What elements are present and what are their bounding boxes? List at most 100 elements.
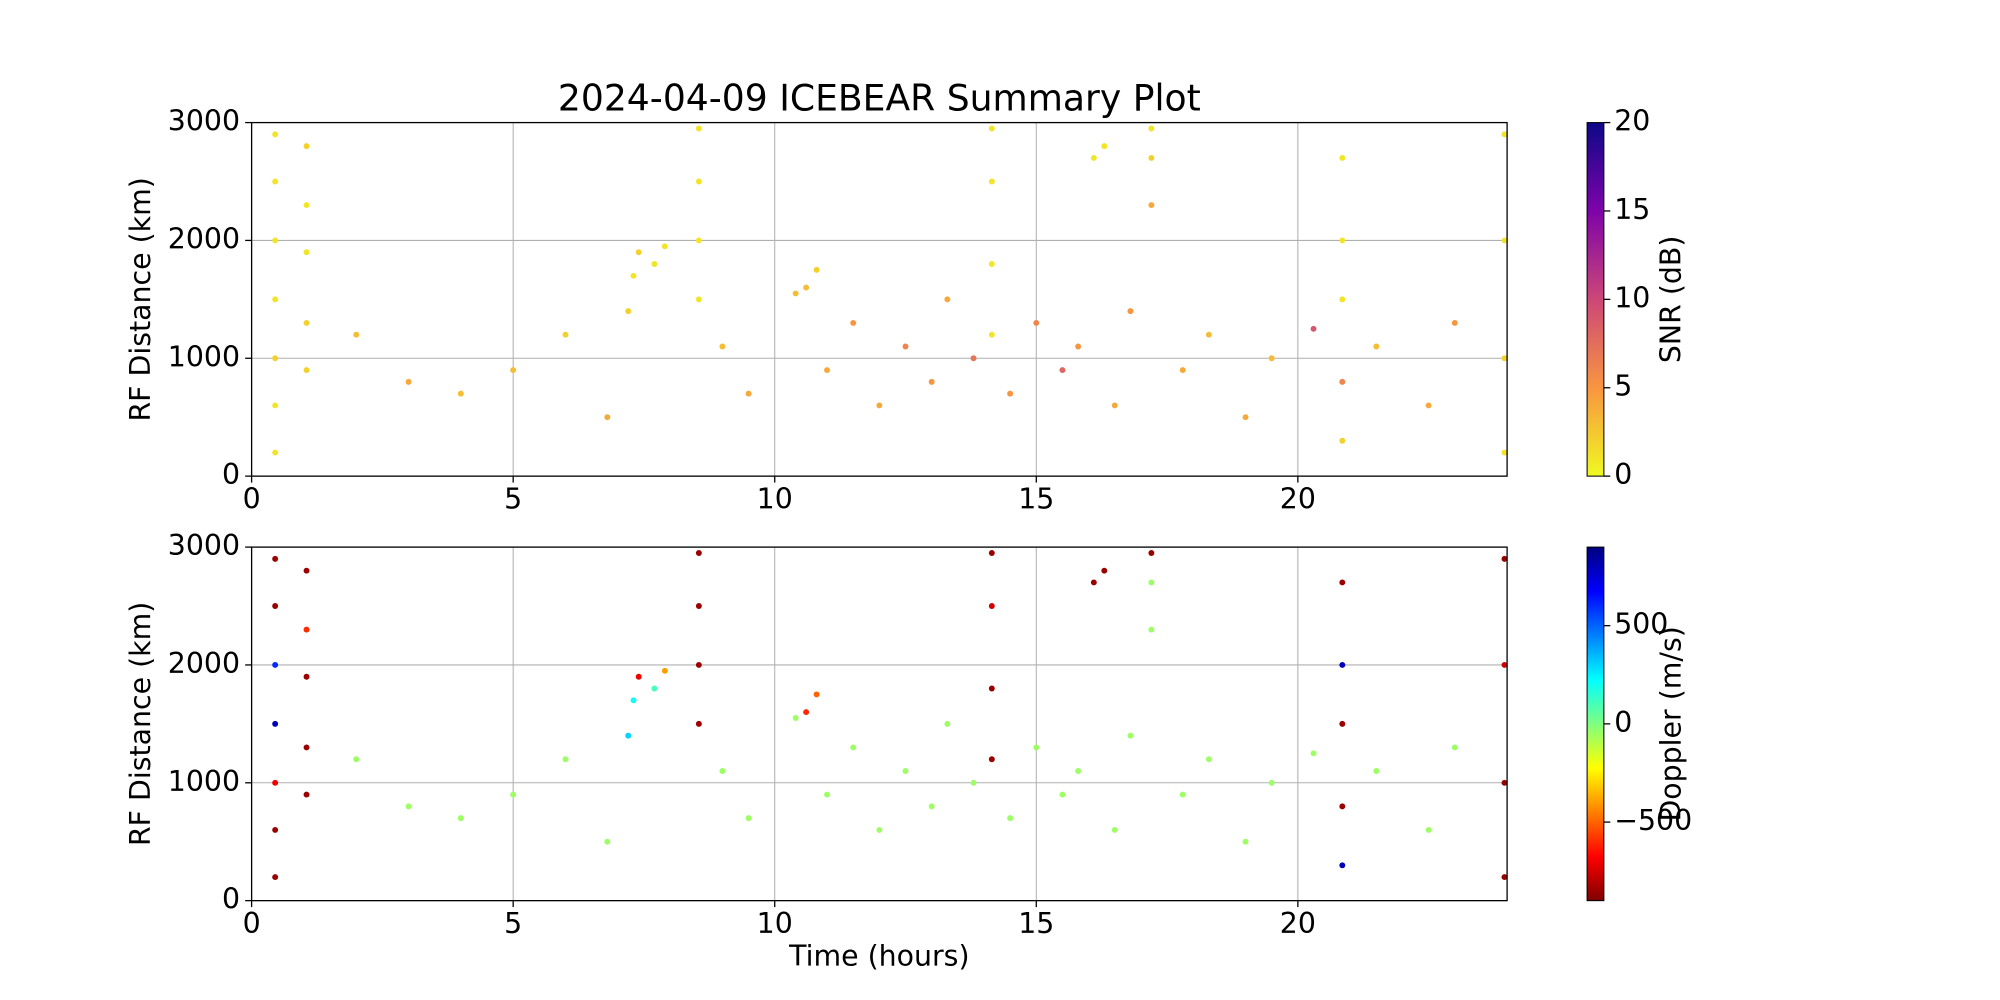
data-point [510,367,517,374]
data-point [272,826,279,833]
y-axis-label: RF Distance (km) [124,602,157,846]
data-point [1033,744,1040,751]
data-point [625,308,632,315]
y-tick-label: 1000 [168,340,240,373]
data-point [988,685,995,692]
data-point [1075,768,1082,774]
y-tick-label: 2000 [168,222,240,255]
data-point [745,815,752,822]
data-point [635,673,642,680]
data-point [1501,779,1508,786]
data-point [944,296,951,303]
data-point [1059,791,1066,798]
colorbar-tick-label: 15 [1614,193,1650,226]
data-point [1425,826,1432,833]
data-point [1501,555,1508,562]
data-point [405,378,412,385]
colorbar-tick-label: 5 [1614,370,1632,403]
data-point [1111,402,1118,409]
colorbar-tick-label: 10 [1614,281,1650,314]
data-point [719,343,726,350]
data-point [719,768,726,774]
data-point [803,284,810,291]
data-point [1111,826,1118,833]
data-point [1339,720,1346,727]
data-point [651,261,658,267]
data-point [272,449,279,456]
data-point [695,296,702,303]
y-tick-label: 0 [222,883,240,916]
data-point [510,791,517,798]
data-point [876,402,883,409]
y-tick-label: 2000 [168,647,240,680]
data-point [1090,579,1097,586]
data-point [661,243,668,250]
data-point [988,125,995,132]
data-point [1339,154,1346,161]
data-point [303,367,310,374]
x-tick-label: 15 [1018,483,1054,516]
data-point [562,331,569,338]
data-point [303,626,310,633]
x-tick-label: 10 [757,907,793,940]
y-tick-label: 1000 [168,765,240,798]
data-point [928,803,935,810]
data-point [850,744,857,751]
data-point [824,791,831,798]
data-point [651,685,658,692]
data-point [272,779,279,786]
data-point [988,178,995,185]
colorbar [1586,546,1605,902]
data-point [1339,579,1346,586]
data-point [1268,355,1275,362]
data-point [635,249,642,256]
data-point [1339,661,1346,668]
data-point [1501,355,1508,362]
x-tick-label: 20 [1280,907,1316,940]
data-point [695,237,702,244]
data-point [1339,437,1346,444]
colorbar-label: Doppler (m/s) [1654,626,1687,821]
data-point [272,874,279,881]
data-point [272,355,279,362]
data-point [988,756,995,763]
data-point [303,143,310,150]
data-point [630,272,637,279]
data-point [303,319,310,326]
data-point [303,202,310,209]
x-tick-label: 5 [504,907,522,940]
data-point [902,343,909,350]
data-point [1205,756,1212,763]
x-tick-label: 0 [243,483,261,516]
data-point [988,331,995,338]
data-point [272,603,279,609]
data-point [562,756,569,763]
data-point [1148,125,1155,132]
data-point [1310,750,1317,757]
data-point [813,266,820,273]
data-point [1425,402,1432,409]
data-point [630,697,637,704]
data-point [272,178,279,185]
data-point [272,296,279,303]
data-point [1501,874,1508,881]
data-point [1339,862,1346,869]
data-point [1451,744,1458,751]
data-point [988,261,995,267]
data-point [1148,202,1155,209]
data-point [1339,296,1346,303]
colorbar-tick-label: 500 [1614,608,1668,641]
data-point [625,732,632,739]
data-point [695,125,702,132]
data-point [272,402,279,409]
data-point [1007,390,1014,397]
x-axis-label: Time (hours) [788,939,969,972]
chart-title: 2024-04-09 ICEBEAR Summary Plot [558,77,1201,120]
data-point [695,720,702,727]
data-point [457,390,464,397]
data-point [792,715,799,721]
colorbar-label: SNR (dB) [1654,236,1687,364]
x-tick-label: 0 [243,907,261,940]
data-point [1090,154,1097,161]
